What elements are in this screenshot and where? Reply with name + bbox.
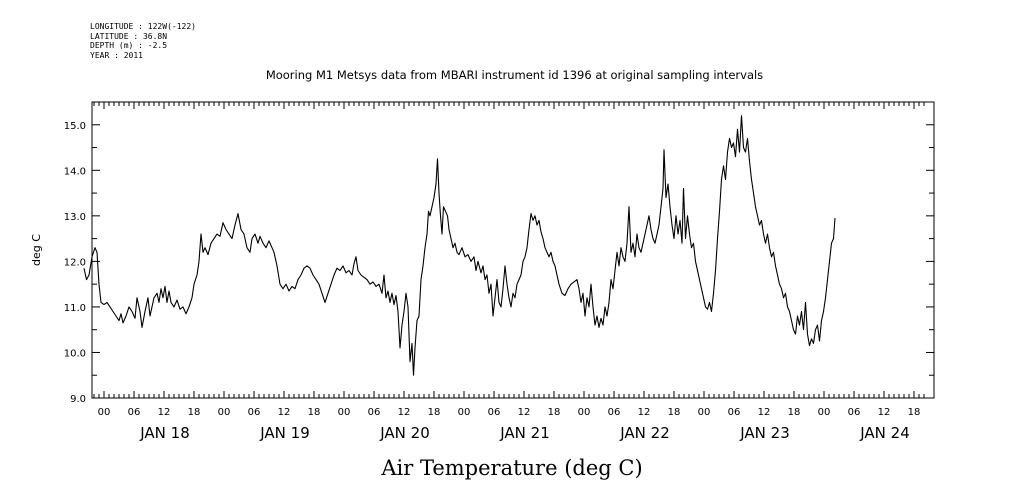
x-tick-label: 06	[608, 407, 621, 418]
x-tick-label: 12	[518, 407, 531, 418]
x-tick-label: 00	[458, 407, 471, 418]
y-tick-label: 14.0	[64, 166, 86, 177]
x-tick-label: 18	[668, 407, 681, 418]
x-tick-label: 00	[578, 407, 591, 418]
day-label: JAN 18	[139, 424, 190, 442]
x-tick-label: 00	[218, 407, 231, 418]
y-tick-label: 15.0	[64, 121, 86, 132]
day-labels: JAN 18 JAN 19 JAN 20 JAN 21 JAN 22 JAN 23 JAN …	[139, 424, 910, 442]
x-tick-labels: 00 06 12 18 00 06 12 18 00 06 12 18 00 06 12 18 00 06 12 18…	[98, 407, 921, 418]
x-tick-label: 00	[818, 407, 831, 418]
day-label: JAN 21	[499, 424, 550, 442]
y-tick-label: 10.0	[64, 348, 86, 359]
day-label: JAN 22	[619, 424, 670, 442]
axis-ticks	[92, 101, 934, 399]
x-tick-label: 12	[638, 407, 651, 418]
x-tick-label: 00	[98, 407, 111, 418]
x-tick-label: 12	[878, 407, 891, 418]
x-tick-label: 00	[698, 407, 711, 418]
x-tick-label: 18	[908, 407, 921, 418]
chart-title: Mooring M1 Metsys data from MBARI instru…	[265, 68, 764, 82]
meta-longitude: LONGITUDE : 122W(-122)	[90, 22, 196, 31]
y-tick-labels: 9.0 10.0 11.0 12.0 13.0 14.0 15.0	[64, 121, 86, 405]
x-tick-label: 06	[848, 407, 861, 418]
x-tick-label: 12	[758, 407, 771, 418]
day-label: JAN 24	[859, 424, 910, 442]
x-tick-label: 06	[248, 407, 261, 418]
meta-year: YEAR : 2011	[90, 50, 143, 60]
x-tick-label: 12	[158, 407, 171, 418]
x-tick-label: 18	[188, 407, 201, 418]
y-tick-label: 9.0	[70, 394, 86, 405]
air-temperature-line	[83, 115, 836, 376]
x-tick-label: 18	[788, 407, 801, 418]
metadata-block: LONGITUDE : 122W(-122) LATITUDE : 36.8N DE…	[90, 22, 196, 60]
series-group	[83, 115, 836, 376]
x-tick-label: 18	[428, 407, 441, 418]
x-tick-label: 06	[128, 407, 141, 418]
plot-frame	[91, 101, 935, 399]
x-tick-label: 06	[368, 407, 381, 418]
y-tick-label: 11.0	[64, 303, 86, 314]
y-tick-label: 13.0	[64, 212, 86, 223]
x-tick-label: 06	[488, 407, 501, 418]
x-tick-label: 06	[728, 407, 741, 418]
x-tick-label: 00	[338, 407, 351, 418]
x-tick-label: 12	[398, 407, 411, 418]
day-label: JAN 23	[739, 424, 790, 442]
y-axis-label: deg C	[30, 234, 43, 266]
x-tick-label: 18	[308, 407, 321, 418]
x-axis-label: Air Temperature (deg C)	[380, 456, 642, 480]
meta-latitude: LATITUDE : 36.8N	[90, 31, 168, 41]
x-tick-label: 12	[278, 407, 291, 418]
y-tick-label: 12.0	[64, 257, 86, 268]
day-label: JAN 20	[379, 424, 430, 442]
day-label: JAN 19	[259, 424, 310, 442]
x-tick-label: 18	[548, 407, 561, 418]
meta-depth: DEPTH (m) : -2.5	[90, 41, 168, 50]
